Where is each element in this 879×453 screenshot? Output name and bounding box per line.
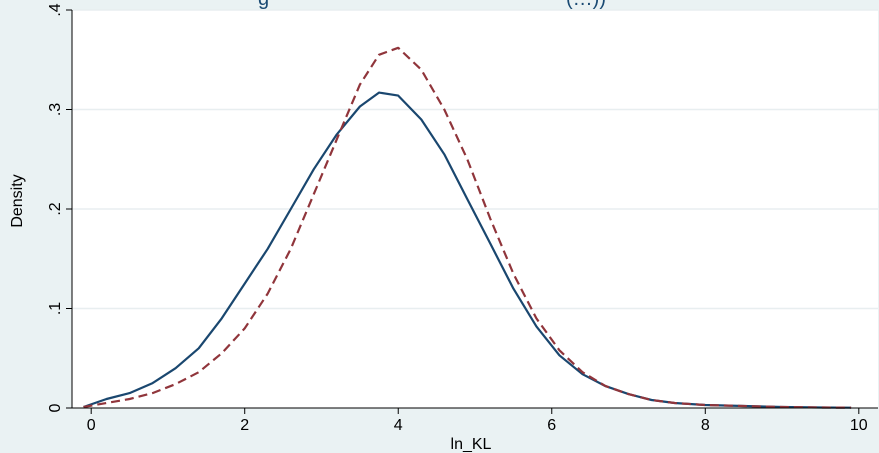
y-tick-label: .3 [47,103,64,116]
x-tick-label: 2 [240,417,249,434]
x-tick-label: 6 [547,417,556,434]
x-tick-label: 8 [701,417,710,434]
y-axis-title: Density [9,174,26,227]
x-axis-title: ln_KL [451,436,492,453]
grid-lines [72,9,878,310]
y-tick-label: 0 [47,403,64,412]
x-tick-label: 0 [87,417,96,434]
dashed-density-line [83,46,852,409]
chart-title: g [258,0,269,10]
axis-ticks: 0 .1 .2 .3 .4 0 2 4 6 8 10 [47,3,878,434]
x-tick-label: 4 [394,417,403,434]
x-tick-label: 10 [850,417,868,434]
chart-title-group: g (…)) [258,0,606,10]
y-tick-label: .1 [47,302,64,315]
y-tick-label: .4 [47,3,64,16]
series-lines [83,46,852,409]
y-tick-label: .2 [47,202,64,215]
chart-title-suffix: (…)) [566,0,606,10]
